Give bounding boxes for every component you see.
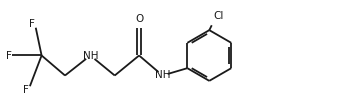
Text: O: O xyxy=(135,14,143,24)
Text: F: F xyxy=(5,51,11,60)
Text: F: F xyxy=(23,85,29,95)
Text: NH: NH xyxy=(83,51,98,60)
Text: F: F xyxy=(29,19,35,29)
Text: NH: NH xyxy=(155,70,170,80)
Text: Cl: Cl xyxy=(213,11,223,21)
